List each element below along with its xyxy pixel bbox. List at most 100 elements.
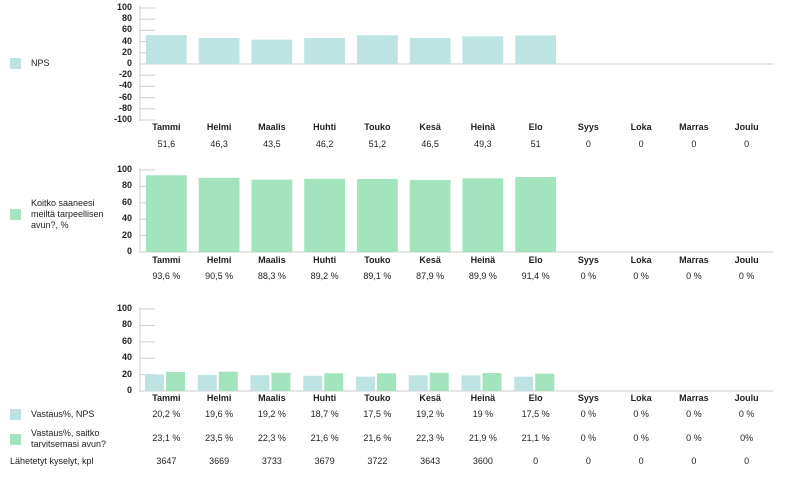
data-label: 0 % [686, 409, 702, 419]
data-label: 43,5 [263, 139, 281, 149]
x-tick-label: Loka [630, 255, 652, 265]
data-label: 19,2 % [257, 409, 286, 419]
y-tick-label: 40 [121, 213, 132, 224]
data-label: 46,3 [210, 139, 228, 149]
x-tick-label: Joulu [734, 393, 759, 403]
data-label: 93,6 % [152, 271, 181, 281]
bar-nps-Touko [357, 35, 398, 64]
data-label: 0 [638, 456, 644, 466]
y-tick-label: 80 [121, 319, 132, 330]
legend-label: Vastaus%, NPS [31, 409, 95, 419]
bar-help-response-Kesä [429, 372, 449, 391]
y-tick-label: 0 [126, 246, 132, 256]
bar-help-Tammi [146, 175, 187, 252]
x-tick-label: Heinä [470, 255, 496, 265]
y-tick-label: 60 [121, 335, 132, 346]
bar-help-Maalis [251, 179, 293, 252]
bar-nps-response-Elo [514, 376, 534, 391]
y-tick-label: 0 [126, 58, 132, 68]
legend-label: Koitko saaneesi meiltä tarpeellisen avun… [31, 198, 104, 230]
bar-nps-response-Maalis [250, 375, 270, 391]
bar-help-Heinä [462, 178, 504, 252]
data-label: 3669 [209, 456, 230, 466]
x-tick-label: Loka [630, 122, 652, 132]
data-label: 0 % [580, 271, 597, 281]
x-tick-label: Joulu [734, 255, 759, 265]
data-label: 0 % [738, 409, 755, 419]
x-tick-label: Marras [679, 393, 709, 403]
bar-nps-Kesä [409, 37, 451, 64]
x-tick-label: Helmi [206, 122, 232, 132]
legend-label: Vastaus%, saitko tarvitsemasi avun? [31, 428, 107, 449]
y-tick-label: -100 [113, 114, 132, 124]
data-label: 49,3 [474, 139, 492, 149]
legend-nps: NPS [10, 58, 120, 69]
bar-help-Elo [515, 177, 556, 252]
data-label: 46,2 [315, 139, 334, 149]
legend-swatch [10, 433, 21, 445]
data-label: 0 % [580, 433, 597, 443]
data-label: 0 % [633, 409, 649, 419]
legend-label: NPS [31, 58, 50, 68]
y-tick-label: -60 [118, 91, 132, 102]
x-tick-label: Maalis [258, 122, 286, 132]
x-tick-label: Tammi [152, 255, 181, 265]
legend-response-nps: Vastaus%, NPS [10, 409, 120, 420]
x-tick-label: Elo [528, 255, 543, 265]
data-label: 0 [744, 139, 750, 149]
data-label: 88,3 % [257, 271, 286, 281]
x-tick-label: Heinä [470, 393, 496, 403]
bar-nps-response-Huhti [303, 375, 323, 391]
data-label: 3647 [156, 456, 177, 466]
bar-help-response-Touko [377, 373, 396, 391]
x-tick-label: Elo [528, 122, 543, 132]
x-tick-label: Touko [364, 122, 391, 132]
x-tick-label: Helmi [206, 393, 232, 403]
bar-help-response-Huhti [324, 373, 344, 391]
data-label: 0 [691, 456, 697, 466]
x-tick-label: Maalis [258, 393, 286, 403]
y-tick-label: 60 [121, 196, 132, 207]
data-label: 17,5 % [521, 409, 550, 419]
data-label: 20,2 % [152, 409, 181, 419]
bar-help-response-Helmi [218, 371, 238, 391]
bar-nps-Tammi [146, 35, 187, 64]
data-label: 0% [740, 433, 754, 443]
data-label: 0 % [633, 271, 649, 281]
bar-help-response-Maalis [271, 372, 291, 391]
bar-help-response-Tammi [166, 372, 185, 391]
data-label: 3679 [314, 456, 335, 466]
x-tick-label: Touko [364, 393, 391, 403]
y-tick-label: 80 [121, 13, 132, 24]
data-label: 23,1 % [152, 433, 181, 443]
data-label: 21,6 % [310, 433, 339, 443]
bar-nps-Huhti [304, 38, 345, 64]
data-label: 89,2 % [310, 271, 339, 281]
data-label: 46,5 [421, 139, 439, 149]
x-tick-label: Kesä [419, 255, 441, 265]
data-label: 91,4 % [521, 271, 550, 281]
bar-nps-Elo [515, 35, 556, 64]
data-label: 18,7 % [310, 409, 339, 419]
bar-help-Kesä [409, 179, 451, 252]
data-label: 22,3 % [416, 433, 445, 443]
y-tick-label: 0 [126, 385, 132, 395]
y-tick-label: 100 [116, 164, 132, 174]
y-tick-label: -40 [118, 80, 132, 91]
data-label: 22,3 % [257, 433, 286, 443]
bar-nps-Helmi [198, 38, 240, 64]
data-label: 21,1 % [521, 433, 550, 443]
data-label: 51,6 [157, 139, 176, 149]
data-label: 51,2 [368, 139, 387, 149]
x-tick-label: Huhti [313, 393, 337, 403]
data-label: 3600 [472, 456, 493, 466]
x-tick-label: Syys [577, 122, 599, 132]
y-tick-label: 100 [116, 2, 132, 12]
y-tick-label: -80 [118, 102, 132, 113]
data-label: 3733 [261, 456, 282, 466]
legend-swatch [10, 58, 21, 69]
y-tick-label: 20 [121, 368, 132, 379]
x-tick-label: Huhti [313, 122, 337, 132]
bar-nps-response-Kesä [408, 375, 428, 391]
